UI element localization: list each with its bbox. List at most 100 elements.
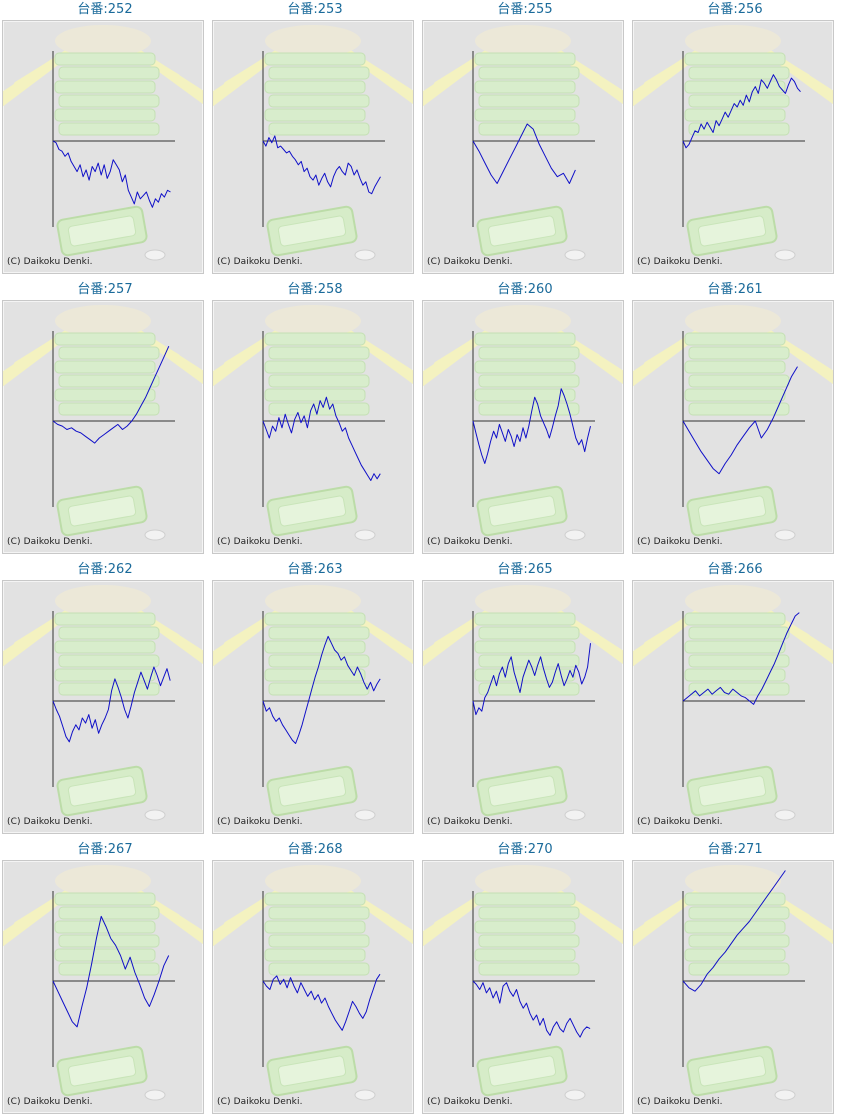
medal-coin-shape bbox=[144, 529, 166, 541]
background-watermark bbox=[423, 865, 623, 1101]
slump-series-line bbox=[472, 388, 591, 464]
medal-box-shape bbox=[474, 948, 576, 962]
slump-graph bbox=[423, 25, 623, 261]
medal-box-shape bbox=[58, 934, 160, 948]
medal-box-shape bbox=[478, 682, 580, 696]
copyright-credit: (C) Daikoku Denki. bbox=[217, 1097, 303, 1107]
medal-coin-shape bbox=[774, 529, 796, 541]
background-watermark bbox=[423, 585, 623, 821]
medal-box-shape bbox=[264, 80, 366, 94]
graph-cell: 台番:257 (C) Daikoku Denki. bbox=[0, 280, 210, 560]
graph-cell: 台番:261 (C) Daikoku Denki. bbox=[630, 280, 840, 560]
machine-number-title: 台番:261 bbox=[707, 282, 763, 297]
slump-series-line bbox=[262, 135, 381, 195]
background-watermark bbox=[213, 25, 413, 261]
slump-graph bbox=[423, 865, 623, 1101]
machine-number-title: 台番:253 bbox=[287, 2, 343, 17]
medal-box-shape bbox=[264, 920, 366, 934]
graph-panel: (C) Daikoku Denki. bbox=[2, 300, 204, 554]
medal-coin-shape bbox=[774, 249, 796, 261]
medal-tray-inner-shape bbox=[67, 495, 137, 527]
medal-box-shape bbox=[54, 332, 156, 346]
medal-tray-inner-shape bbox=[697, 1055, 767, 1087]
medal-tray-inner-shape bbox=[277, 775, 347, 807]
slump-graph bbox=[633, 585, 833, 821]
graph-cell: 台番:260 (C) Daikoku Denki. bbox=[420, 280, 630, 560]
medal-box-shape bbox=[478, 122, 580, 136]
medal-box-shape bbox=[268, 66, 370, 80]
medal-coin-shape bbox=[354, 249, 376, 261]
medal-pile-shape bbox=[685, 585, 781, 617]
medal-coin-shape bbox=[144, 249, 166, 261]
medal-box-shape bbox=[268, 122, 370, 136]
slump-graph bbox=[423, 305, 623, 541]
graph-cell: 台番:268 (C) Daikoku Denki. bbox=[210, 840, 420, 1120]
medal-box-shape bbox=[264, 668, 366, 682]
medal-box-shape bbox=[688, 94, 790, 108]
machine-number-title: 台番:265 bbox=[497, 562, 553, 577]
medal-box-shape bbox=[688, 66, 790, 80]
slump-series-line bbox=[52, 345, 170, 444]
medal-box-shape bbox=[688, 346, 790, 360]
medal-coin-shape bbox=[774, 809, 796, 821]
medal-box-shape bbox=[264, 612, 366, 626]
medal-pile-shape bbox=[55, 585, 151, 617]
background-watermark bbox=[633, 865, 833, 1101]
medal-box-shape bbox=[684, 948, 786, 962]
medal-box-shape bbox=[58, 654, 160, 668]
medal-box-shape bbox=[474, 640, 576, 654]
slump-series-line bbox=[52, 666, 171, 743]
graph-panel: (C) Daikoku Denki. bbox=[2, 20, 204, 274]
medal-coin-shape bbox=[144, 809, 166, 821]
slump-graph bbox=[213, 585, 413, 821]
medal-box-shape bbox=[58, 402, 160, 416]
medal-box-shape bbox=[478, 906, 580, 920]
copyright-credit: (C) Daikoku Denki. bbox=[637, 817, 723, 827]
medal-box-shape bbox=[268, 626, 370, 640]
copyright-credit: (C) Daikoku Denki. bbox=[427, 537, 513, 547]
graph-panel: (C) Daikoku Denki. bbox=[212, 860, 414, 1114]
machine-number-title: 台番:267 bbox=[77, 842, 133, 857]
graph-panel: (C) Daikoku Denki. bbox=[632, 20, 834, 274]
medal-box-shape bbox=[54, 920, 156, 934]
medal-tray-inner-shape bbox=[67, 215, 137, 247]
medal-box-shape bbox=[688, 374, 790, 388]
medal-pile-shape bbox=[685, 305, 781, 337]
slump-graph bbox=[3, 305, 203, 541]
slump-graph bbox=[633, 305, 833, 541]
medal-box-shape bbox=[264, 388, 366, 402]
medal-box-shape bbox=[268, 682, 370, 696]
medal-box-shape bbox=[54, 108, 156, 122]
medal-pile-shape bbox=[265, 25, 361, 57]
medal-coin-shape bbox=[354, 529, 376, 541]
medal-box-shape bbox=[474, 612, 576, 626]
slump-graph bbox=[213, 865, 413, 1101]
medal-coin-shape bbox=[564, 1089, 586, 1101]
graph-panel: (C) Daikoku Denki. bbox=[2, 860, 204, 1114]
medal-box-shape bbox=[268, 346, 370, 360]
medal-box-shape bbox=[58, 374, 160, 388]
background-watermark bbox=[3, 585, 203, 821]
medal-pile-shape bbox=[475, 305, 571, 337]
medal-box-shape bbox=[58, 66, 160, 80]
graph-panel: (C) Daikoku Denki. bbox=[632, 580, 834, 834]
medal-box-shape bbox=[684, 640, 786, 654]
medal-box-shape bbox=[268, 906, 370, 920]
graph-panel: (C) Daikoku Denki. bbox=[632, 860, 834, 1114]
medal-box-shape bbox=[264, 948, 366, 962]
machine-number-title: 台番:263 bbox=[287, 562, 343, 577]
medal-box-shape bbox=[474, 332, 576, 346]
slump-series-line bbox=[52, 140, 171, 208]
slump-series-line bbox=[262, 396, 381, 481]
copyright-credit: (C) Daikoku Denki. bbox=[7, 1097, 93, 1107]
medal-box-shape bbox=[688, 682, 790, 696]
graph-panel: (C) Daikoku Denki. bbox=[2, 580, 204, 834]
graph-panel: (C) Daikoku Denki. bbox=[212, 20, 414, 274]
graph-panel: (C) Daikoku Denki. bbox=[212, 300, 414, 554]
graph-panel: (C) Daikoku Denki. bbox=[422, 300, 624, 554]
medal-tray-inner-shape bbox=[67, 1055, 137, 1087]
machine-number-title: 台番:258 bbox=[287, 282, 343, 297]
medal-box-shape bbox=[474, 108, 576, 122]
graph-cell: 台番:255 (C) Daikoku Denki. bbox=[420, 0, 630, 280]
graph-cell: 台番:258 (C) Daikoku Denki. bbox=[210, 280, 420, 560]
